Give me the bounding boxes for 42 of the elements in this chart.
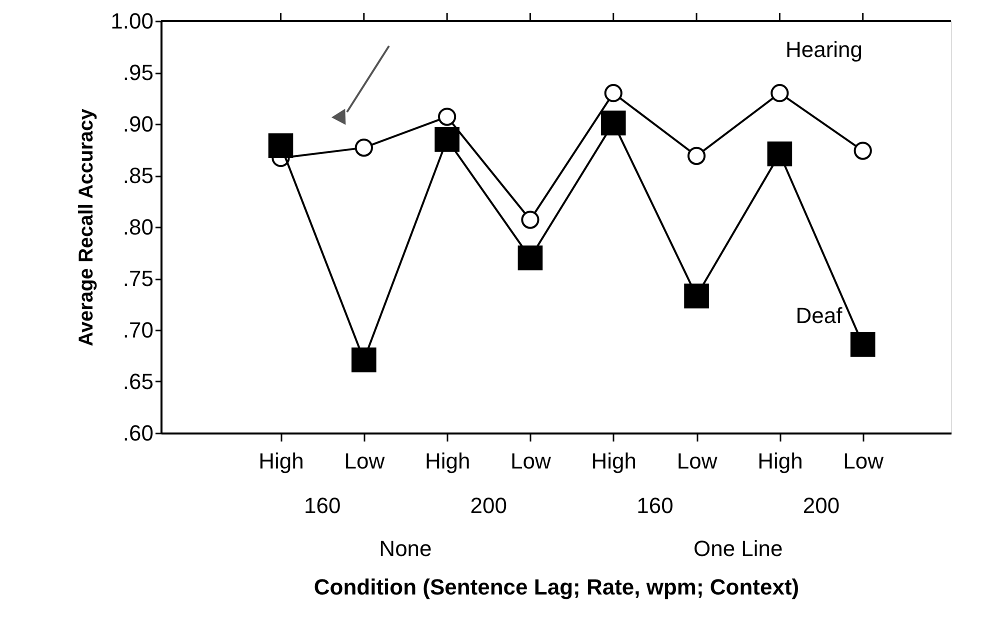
point	[687, 146, 706, 165]
legend-label: Hearing	[785, 37, 863, 62]
y-axis-title: Average Recall Accuracy	[76, 108, 98, 346]
point	[518, 246, 543, 270]
point	[268, 133, 294, 158]
point	[850, 332, 876, 357]
y-tick-label: .60	[122, 420, 154, 446]
y-tick-label: .90	[122, 112, 154, 136]
x-tick-label: High	[758, 448, 803, 474]
point	[354, 138, 373, 157]
x-tick-label: Low	[676, 448, 718, 474]
point	[770, 84, 789, 102]
y-tick-label: .85	[122, 163, 154, 188]
point	[600, 110, 626, 136]
text: 200	[802, 493, 840, 518]
y-tick-label: .95	[122, 60, 154, 85]
point	[767, 141, 792, 166]
y-tick-label: .75	[122, 266, 154, 291]
text: None	[379, 536, 432, 561]
point	[521, 210, 540, 229]
point	[434, 127, 460, 152]
x-tick-label: Low	[843, 448, 884, 474]
point	[684, 284, 709, 308]
x-tick-label: Low	[510, 448, 552, 474]
x-tick-label: High	[424, 448, 470, 474]
x-tick-label: High	[591, 448, 637, 474]
x-tick-label: High	[258, 448, 304, 474]
x-tick-label: Low	[344, 448, 385, 474]
point	[438, 108, 456, 126]
point	[854, 142, 872, 160]
point	[604, 84, 622, 102]
text: One Line	[693, 536, 783, 561]
y-tick-label: 1.00	[110, 8, 154, 34]
y-tick-label: .65	[122, 369, 154, 394]
text: 160	[636, 493, 674, 518]
text: 160	[304, 493, 341, 518]
series-label: Deaf	[796, 303, 844, 328]
x-axis-title: Condition (Sentence Lag; Rate, wpm; Context)	[314, 574, 800, 600]
y-tick-label: .70	[122, 318, 154, 342]
y-tick-label: .80	[122, 214, 154, 240]
point	[352, 347, 376, 372]
text: 200	[470, 493, 507, 518]
